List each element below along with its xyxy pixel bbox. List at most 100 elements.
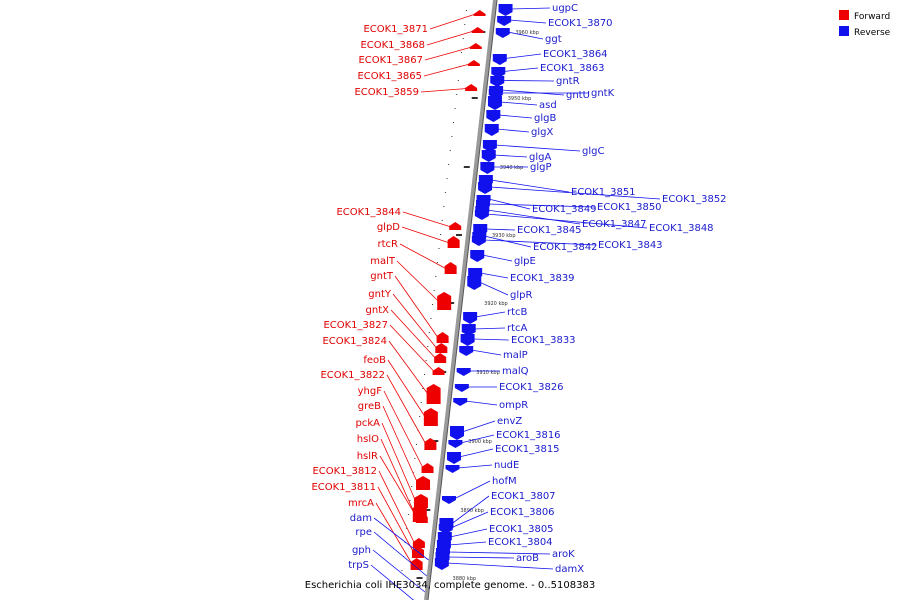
reverse-gene-ecok1-3863 [491, 67, 506, 78]
forward-leader-line [379, 455, 419, 520]
minor-tick [443, 206, 445, 207]
minor-tick [409, 500, 411, 501]
minor-tick [411, 486, 413, 487]
scale-tick-label: 3900 kbp [468, 439, 492, 445]
reverse-gene-hofm [441, 496, 456, 504]
reverse-gene-label: gntK [591, 88, 615, 99]
reverse-gene-label: ECOK1_3842 [533, 242, 598, 253]
reverse-gene-label: ECOK1_3807 [491, 491, 556, 502]
reverse-gene-ecok1-3852 [478, 182, 493, 194]
reverse-gene-label: envZ [497, 416, 522, 427]
forward-leader-line [386, 374, 427, 446]
reverse-gene-ecok1-3864 [492, 54, 507, 65]
reverse-gene-ecok1-3815 [447, 452, 462, 464]
reverse-leader-line [487, 203, 596, 208]
legend: Forward Reverse [839, 10, 891, 38]
reverse-gene-label: ECOK1_3849 [532, 204, 597, 215]
minor-tick [399, 584, 401, 585]
minor-tick [457, 80, 459, 81]
forward-gene-hslr [415, 513, 428, 523]
reverse-gene-arok [435, 548, 450, 558]
reverse-leader-line [447, 556, 515, 559]
forward-gene-label: ECOK1_3865 [357, 71, 422, 82]
forward-gene-label: greB [358, 401, 381, 412]
forward-leader-line [424, 46, 472, 61]
reverse-gene-ompr [453, 398, 468, 406]
reverse-leader-line [473, 327, 506, 330]
reverse-gene-label: ECOK1_3850 [597, 202, 662, 213]
reverse-leader-line [488, 198, 531, 210]
reverse-leader-line [507, 31, 544, 40]
reverse-gene-damx [434, 558, 449, 570]
minor-tick [465, 10, 467, 11]
minor-tick [435, 276, 437, 277]
reverse-leader-line [472, 338, 510, 341]
minor-tick [425, 360, 427, 361]
reverse-gene-label: gntU [566, 90, 590, 101]
forward-leader-line [394, 275, 439, 339]
reverse-gene-ecok1-3806 [438, 524, 453, 534]
forward-leader-line [402, 211, 452, 228]
left-reverse-gene-label: trpS [348, 560, 369, 571]
minor-tick [440, 234, 442, 235]
forward-gene-greb [416, 476, 431, 490]
reverse-gene-label: ECOK1_3815 [495, 444, 560, 455]
forward-leader-line [378, 470, 416, 545]
forward-leader-line [389, 324, 435, 373]
minor-tick [444, 192, 446, 193]
reverse-leader-line [496, 128, 530, 133]
reverse-gene-label: gntR [556, 76, 580, 87]
reverse-gene-ecok1-3848 [474, 210, 489, 220]
left-reverse-leader-line [372, 549, 426, 593]
reverse-leader-line [453, 480, 491, 500]
reverse-gene-ecok1-3833 [460, 334, 475, 346]
reverse-leader-line [501, 89, 565, 96]
reverse-gene-malp [459, 346, 474, 356]
legend-label-forward: Forward [854, 12, 890, 22]
reverse-gene-ecok1-3870 [497, 16, 512, 26]
forward-leader-line [392, 293, 438, 350]
reverse-leader-line [498, 114, 533, 119]
forward-leader-line [396, 260, 440, 303]
forward-gene-ecok1-3812 [412, 538, 425, 548]
forward-gene-label: ECOK1_3844 [336, 207, 401, 218]
minor-tick [427, 346, 429, 347]
reverse-leader-line [493, 154, 528, 158]
forward-leader-line [429, 13, 476, 30]
forward-gene-label: gntT [370, 271, 394, 282]
reverse-gene-label: ECOK1_3804 [488, 537, 553, 548]
left-reverse-leader-line [370, 564, 415, 600]
minor-tick [407, 514, 409, 515]
reverse-gene-label: ECOK1_3806 [490, 507, 555, 518]
forward-gene-label: hslO [357, 434, 379, 445]
scale-tick-label: 3930 kbp [492, 233, 516, 239]
reverse-gene-glgb [486, 110, 501, 122]
reverse-gene-label: aroK [552, 549, 575, 560]
reverse-gene-glgc [482, 140, 497, 152]
reverse-leader-line [471, 349, 502, 356]
reverse-leader-line [509, 19, 547, 24]
forward-gene-ecok1-3867 [469, 43, 482, 49]
reverse-gene-label: ECOK1_3833 [511, 335, 576, 346]
forward-gene-mrca [410, 558, 423, 570]
forward-gene-label: feoB [363, 355, 386, 366]
forward-gene-gnty [435, 343, 448, 353]
reverse-gene-label: glgA [529, 152, 551, 163]
reverse-gene-label: ECOK1_3845 [517, 225, 582, 236]
minor-tick [448, 164, 450, 165]
reverse-leader-line [486, 213, 648, 229]
forward-leader-line [420, 88, 468, 93]
reverse-gene-label: ECOK1_3839 [510, 273, 575, 284]
forward-gene-yhgf [421, 463, 434, 473]
reverse-leader-line [510, 7, 551, 10]
forward-gene-ecok1-3859 [465, 84, 478, 91]
legend-swatch-reverse [839, 26, 849, 36]
left-reverse-leader-line [373, 517, 429, 561]
minor-tick [433, 290, 435, 291]
reverse-gene-malq [456, 368, 471, 376]
reverse-gene-envz [450, 426, 465, 440]
reverse-gene-label: ECOK1_3843 [598, 240, 663, 251]
reverse-gene-label: ECOK1_3864 [543, 49, 608, 60]
forward-gene-ecok1-3844 [449, 222, 462, 230]
